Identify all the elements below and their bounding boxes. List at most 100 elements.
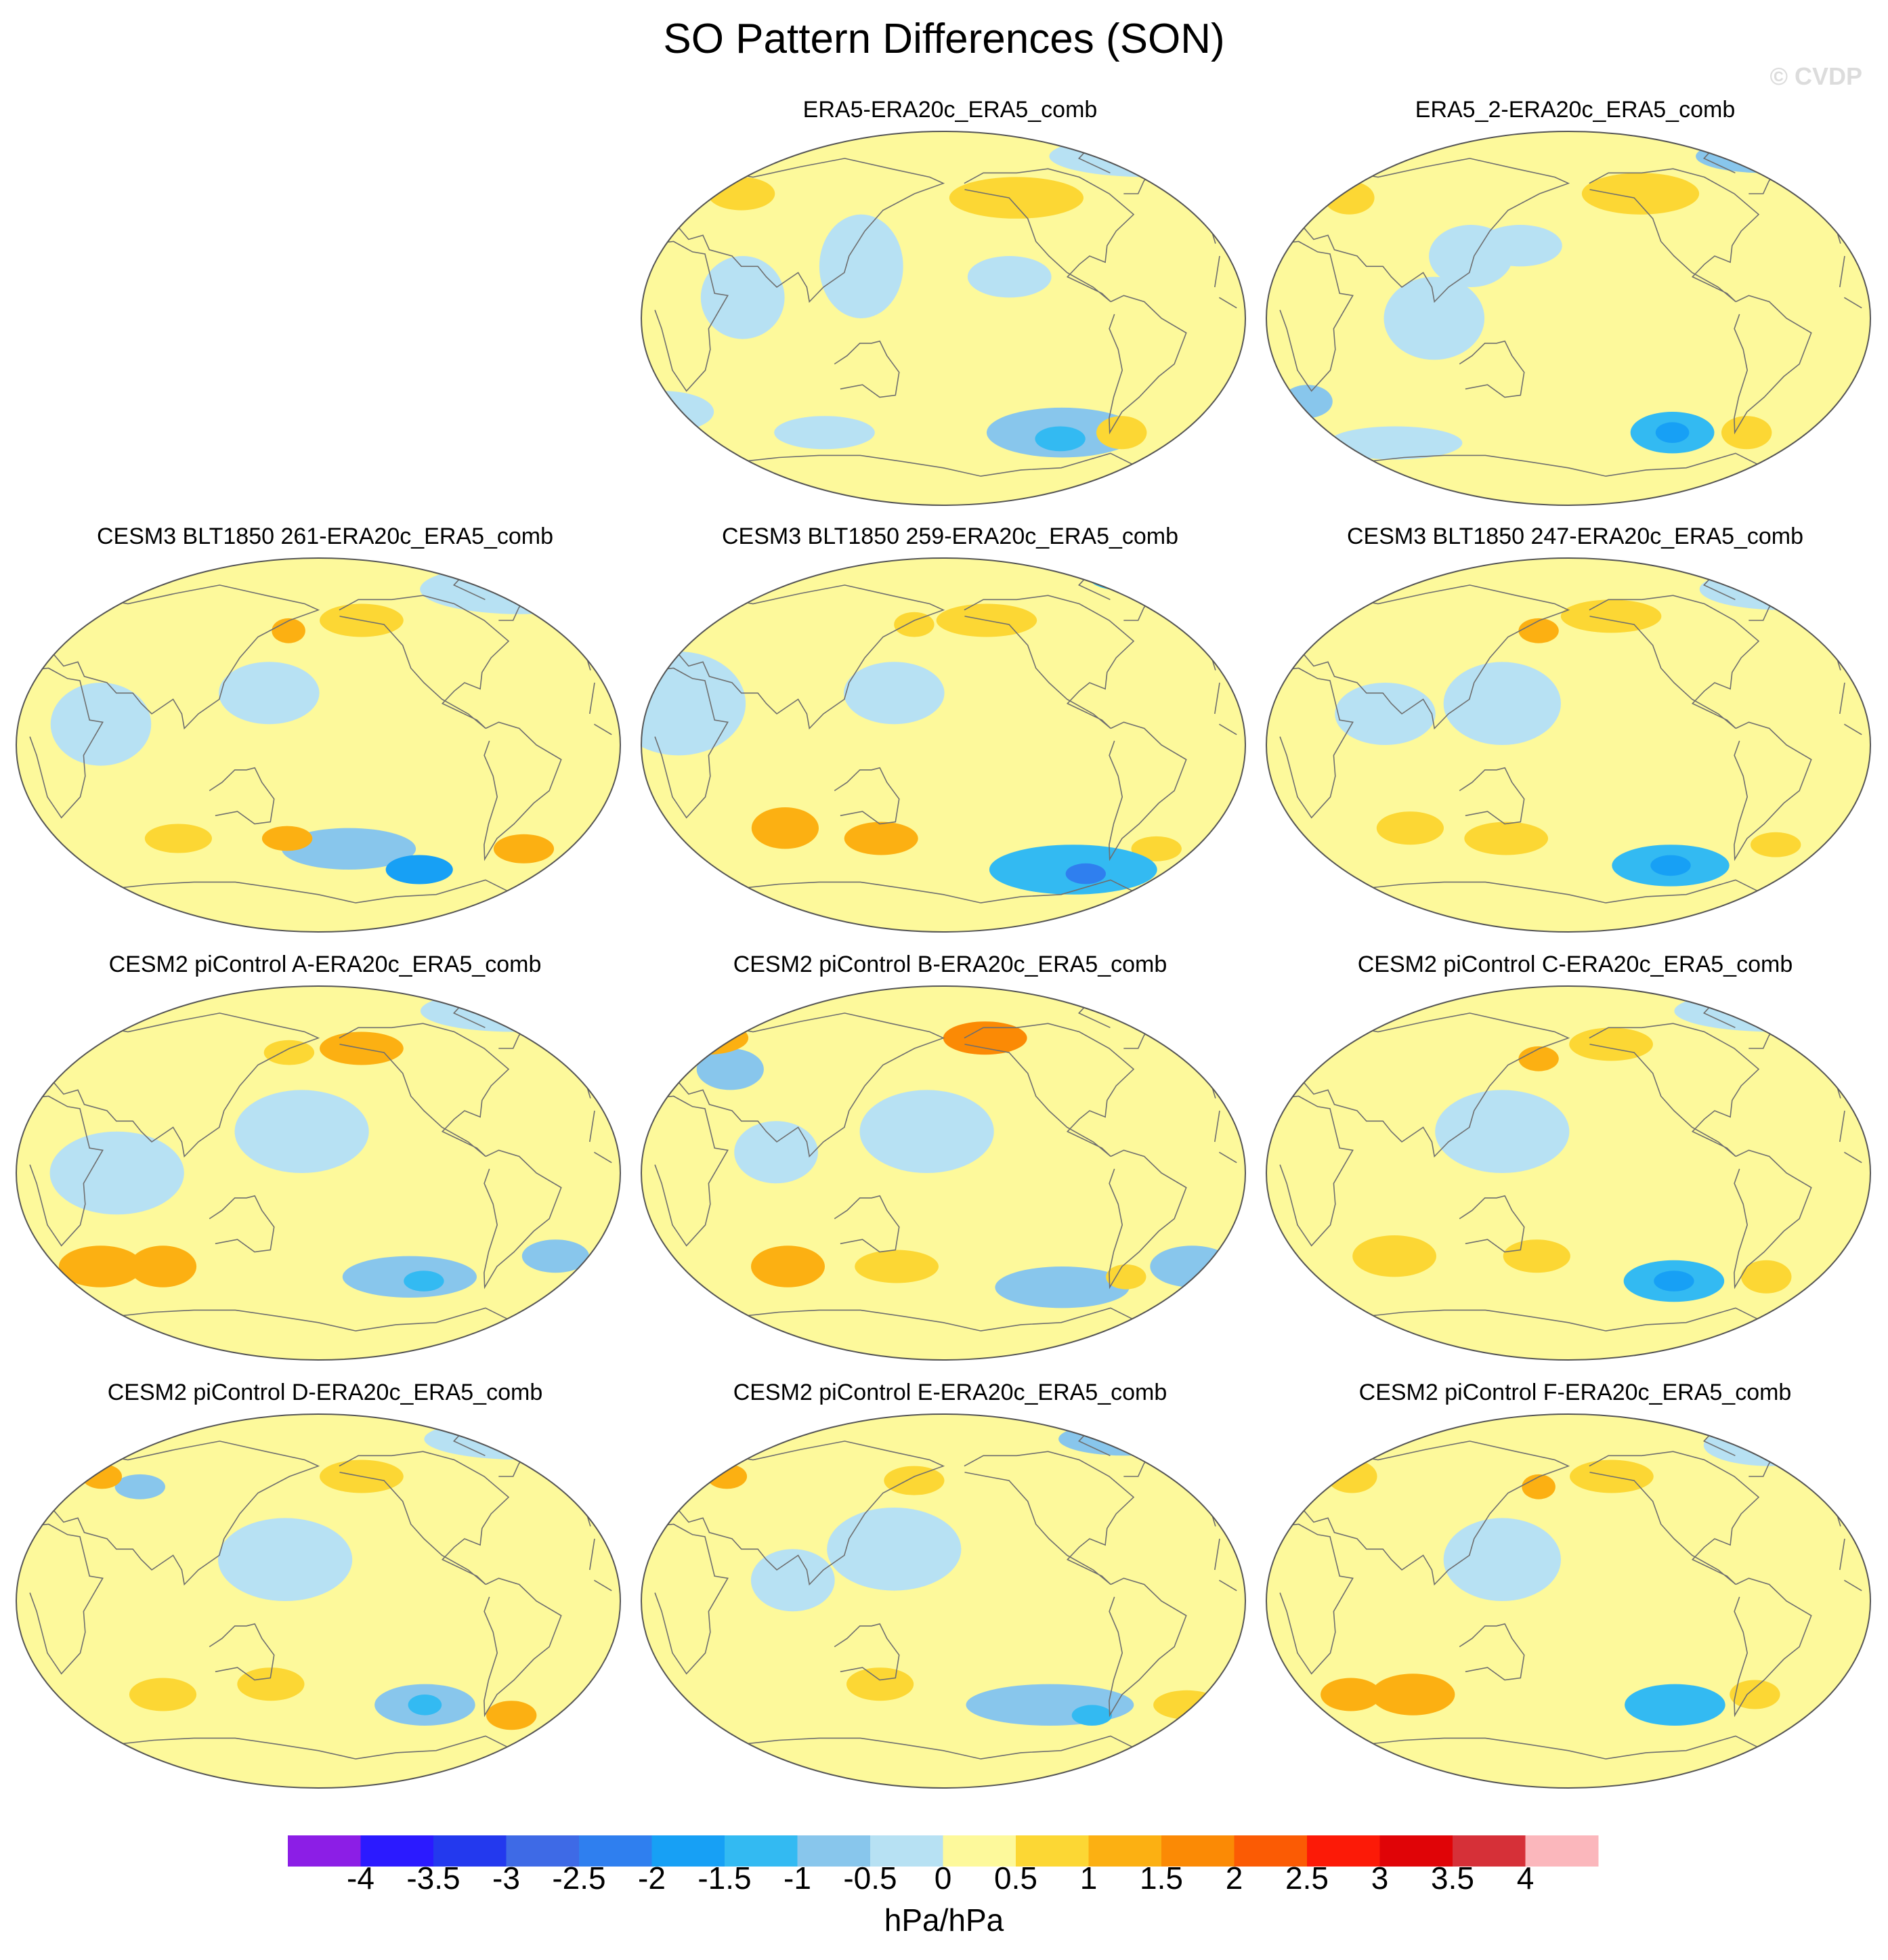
- map-plot: [641, 131, 1246, 506]
- coastline: [834, 1623, 900, 1681]
- coastline: [484, 721, 562, 861]
- contour-region: [844, 822, 918, 855]
- contour-region: [144, 824, 212, 853]
- contour-region: [884, 1466, 945, 1495]
- contour-region: [1429, 225, 1513, 287]
- coastline: [1279, 240, 1862, 392]
- contour-region: [486, 1701, 537, 1730]
- map-panel: ERA5_2-ERA20c_ERA5_comb: [1264, 95, 1887, 528]
- coastline: [1109, 1149, 1187, 1290]
- contour-region: [1435, 1090, 1570, 1173]
- contour-region: [1654, 1271, 1694, 1292]
- coastline: [1589, 1023, 1760, 1157]
- map-plot: [1266, 1413, 1871, 1789]
- map-plot: [16, 557, 621, 933]
- contour-region: [58, 1245, 143, 1287]
- map-panel: CESM2 piControl B-ERA20c_ERA5_comb: [639, 950, 1262, 1383]
- contour-region: [1321, 1678, 1381, 1711]
- coastline: [339, 1023, 510, 1157]
- contour-region: [114, 1474, 165, 1499]
- coastline: [339, 1451, 510, 1585]
- map-panel: CESM2 piControl F-ERA20c_ERA5_comb: [1264, 1378, 1887, 1811]
- contour-region: [263, 1040, 315, 1065]
- map-plot: [1266, 557, 1871, 933]
- contour-region: [943, 1021, 1027, 1055]
- colorbar-tick-label: -1: [784, 1860, 811, 1896]
- colorbar-tick-label: 3.5: [1431, 1860, 1474, 1896]
- panel-title: CESM2 piControl E-ERA20c_ERA5_comb: [733, 1380, 1167, 1405]
- map-border: [1266, 1413, 1871, 1789]
- contour-region: [1625, 1684, 1725, 1726]
- colorbar-tick-label: 2.5: [1285, 1860, 1329, 1896]
- map-plot: [641, 557, 1246, 933]
- contour-region: [1522, 1474, 1556, 1499]
- contour-region: [1335, 683, 1436, 745]
- map-panel: CESM2 piControl E-ERA20c_ERA5_comb: [639, 1378, 1262, 1811]
- map-plot: [641, 1413, 1246, 1789]
- map-panel: CESM2 piControl D-ERA20c_ERA5_comb: [14, 1378, 637, 1811]
- contour-region: [1035, 426, 1086, 452]
- contour-region: [967, 256, 1052, 298]
- contour-region: [219, 662, 320, 725]
- contour-region: [1352, 1235, 1436, 1277]
- contour-region: [1741, 1260, 1792, 1294]
- contour-region: [995, 1266, 1130, 1308]
- colorbar-tick-label: -1.5: [698, 1860, 752, 1896]
- contour-region: [1703, 1424, 1838, 1466]
- contour-region: [1153, 1690, 1221, 1720]
- panel-title: ERA5_2-ERA20c_ERA5_comb: [1415, 97, 1736, 123]
- coastline: [964, 1023, 1135, 1157]
- coastline: [834, 767, 900, 825]
- contour-region: [234, 1090, 369, 1173]
- coastline: [1459, 340, 1525, 398]
- panel-title: CESM3 BLT1850 247-ERA20c_ERA5_comb: [1346, 524, 1804, 549]
- map-panel: CESM3 BLT1850 247-ERA20c_ERA5_comb: [1264, 521, 1887, 955]
- coastline: [1109, 1577, 1187, 1718]
- colorbar-tick-label: 4: [1516, 1860, 1535, 1896]
- panel-title: CESM2 piControl A-ERA20c_ERA5_comb: [108, 952, 542, 977]
- coastline: [834, 340, 900, 398]
- panel-title: CESM3 BLT1850 259-ERA20c_ERA5_comb: [721, 524, 1179, 549]
- contour-region: [664, 1021, 749, 1055]
- colorbar-tick-label: -3.5: [406, 1860, 460, 1896]
- coastline: [1109, 295, 1187, 435]
- contour-region: [1096, 416, 1147, 450]
- contour-region: [1518, 618, 1559, 643]
- coastline: [29, 1095, 612, 1247]
- map-border: [1266, 985, 1871, 1361]
- contour-region: [1371, 1674, 1455, 1716]
- contour-region: [1383, 276, 1485, 360]
- contour-region: [81, 1464, 123, 1489]
- contour-region: [129, 1245, 197, 1287]
- contour-region: [404, 1271, 444, 1292]
- contour-region: [1674, 990, 1870, 1032]
- colorbar-units: hPa/hPa: [884, 1902, 1004, 1938]
- contour-region: [1327, 1460, 1377, 1493]
- contour-region: [1699, 568, 1868, 610]
- contour-region: [493, 834, 555, 864]
- contour-region: [281, 828, 416, 870]
- contour-region: [819, 214, 903, 318]
- coastline: [654, 667, 1237, 819]
- contour-region: [1443, 662, 1561, 745]
- coastline: [1734, 1149, 1812, 1290]
- contour-region: [844, 662, 945, 725]
- contour-region: [894, 612, 935, 637]
- contour-region: [49, 1131, 184, 1215]
- panel-title: CESM2 piControl F-ERA20c_ERA5_comb: [1358, 1380, 1792, 1405]
- coastline: [29, 1523, 612, 1675]
- map-plot: [1266, 131, 1871, 506]
- contour-region: [1721, 416, 1772, 450]
- map-border: [16, 985, 621, 1361]
- map-panel: ERA5-ERA20c_ERA5_comb: [639, 95, 1262, 528]
- coastline: [1734, 721, 1812, 861]
- contour-region: [1443, 1518, 1561, 1601]
- field-background: [1266, 986, 1870, 1360]
- contour-region: [1518, 1046, 1559, 1071]
- map-border: [1266, 557, 1871, 933]
- contour-region: [696, 1048, 764, 1090]
- contour-region: [1049, 135, 1245, 177]
- coastline: [209, 767, 275, 825]
- map-plot: [16, 985, 621, 1361]
- coastline: [1459, 1195, 1525, 1253]
